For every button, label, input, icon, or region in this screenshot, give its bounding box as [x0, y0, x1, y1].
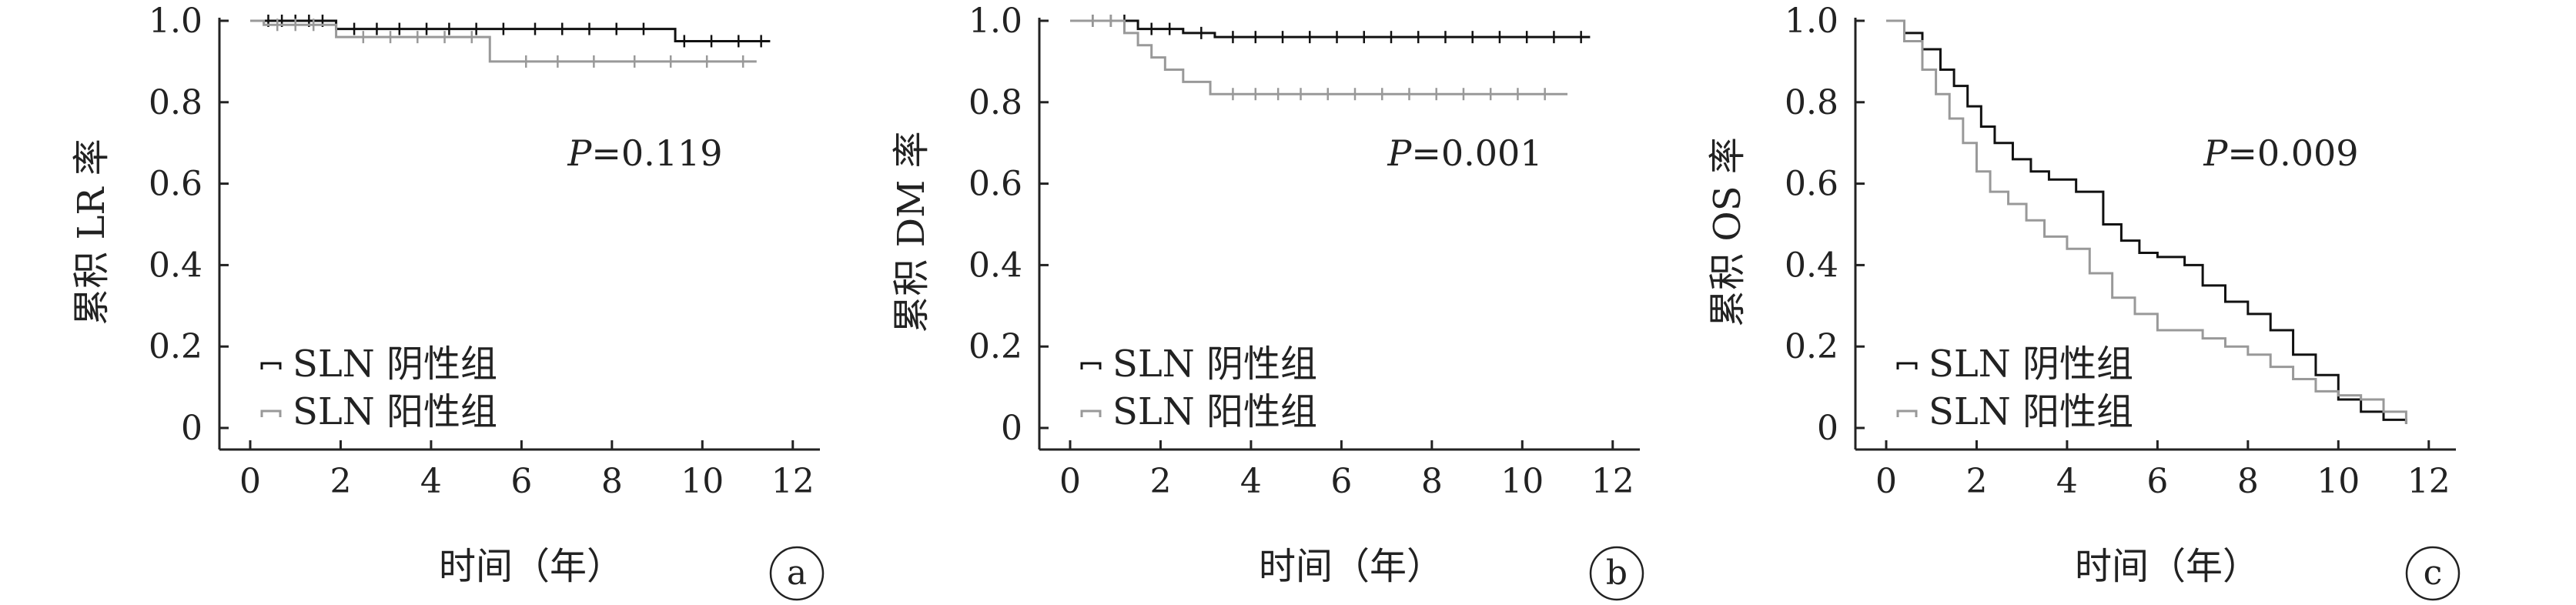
p-value-italic: P	[1387, 132, 1412, 174]
x-tick-label: 8	[1421, 462, 1443, 501]
y-tick-label: 1.0	[1785, 2, 1838, 41]
p-value-number: =0.001	[1411, 132, 1542, 174]
y-axis-title: 累积 DM 率	[890, 131, 933, 333]
legend-swatch-negative	[260, 362, 282, 369]
p-value-italic: P	[567, 132, 592, 174]
x-tick-label: 8	[2237, 462, 2259, 501]
x-tick-label: 10	[681, 462, 724, 501]
p-value-annotation: P=0.001	[1387, 132, 1542, 174]
p-value-number: =0.009	[2227, 132, 2358, 174]
x-tick-label: 8	[601, 462, 623, 501]
y-tick-label: 1.0	[149, 2, 202, 41]
y-tick-label: 0.2	[1785, 327, 1838, 366]
y-tick-label: 0.8	[1785, 83, 1838, 122]
panel-c: 0 0.2 0.4 0.6 0.8 1.0 0 2 4 6 8 10 12 时间（年） 累积 OS 率 SLN…	[1706, 2, 2461, 601]
x-tick-label: 12	[2407, 462, 2451, 501]
legend-label-positive: SLN 阳性组	[293, 390, 497, 433]
panel-letter-circle	[1589, 546, 1644, 601]
legend-label-negative: SLN 阴性组	[1112, 343, 1317, 386]
x-tick-label: 6	[510, 462, 532, 501]
y-tick-label: 0.2	[149, 327, 202, 366]
km-curve-negative	[1886, 19, 2407, 424]
y-tick-label: 0.4	[149, 246, 202, 285]
x-tick-label: 4	[420, 462, 442, 501]
x-tick-label: 10	[1500, 462, 1544, 501]
x-tick-label: 2	[1965, 462, 1987, 501]
y-tick-label: 0.4	[1785, 246, 1838, 285]
panel-a: 0 0.2 0.4 0.6 0.8 1.0 0 2 4 6 8 10 12 时间（年） 累积 LR 率 SLN…	[70, 2, 825, 601]
x-tick-label: 10	[2317, 462, 2360, 501]
x-tick-label: 4	[1240, 462, 1262, 501]
y-tick-label: 0.4	[969, 246, 1022, 285]
x-axis-title: 时间（年）	[439, 545, 624, 588]
y-tick-label: 0.6	[969, 165, 1022, 204]
x-axis-title: 时间（年）	[2075, 545, 2260, 588]
y-axis-title: 累积 OS 率	[1706, 137, 1749, 327]
p-value-annotation: P=0.009	[2203, 132, 2358, 174]
legend-swatch-positive	[1080, 409, 1102, 417]
km-curve-positive	[1886, 19, 2407, 424]
panel-letter: c	[2424, 553, 2443, 593]
p-value-number: =0.119	[591, 132, 722, 174]
km-curve-positive	[1070, 19, 1568, 95]
p-value-annotation: P=0.119	[567, 132, 722, 174]
panel-letter-circle	[769, 546, 825, 601]
x-tick-label: 6	[1330, 462, 1352, 501]
y-tick-label: 1.0	[969, 2, 1022, 41]
p-value-italic: P	[2203, 132, 2228, 174]
y-tick-label: 0.2	[969, 327, 1022, 366]
legend-swatch-positive	[1896, 409, 1918, 417]
x-tick-label: 2	[1149, 462, 1171, 501]
x-tick-label: 6	[2146, 462, 2168, 501]
x-tick-label: 0	[239, 462, 261, 501]
km-curve-negative	[1070, 19, 1591, 38]
legend-swatch-negative	[1896, 362, 1918, 369]
panel-letter-circle	[2405, 546, 2461, 601]
x-tick-label: 12	[771, 462, 815, 501]
legend-label-positive: SLN 阳性组	[1929, 390, 2133, 433]
y-tick-label: 0.8	[149, 83, 202, 122]
legend-swatch-positive	[260, 409, 282, 417]
y-tick-label: 0.6	[149, 165, 202, 204]
x-tick-label: 12	[1591, 462, 1634, 501]
x-axis-title: 时间（年）	[1259, 545, 1444, 588]
y-tick-label: 0	[1817, 409, 1838, 448]
legend-label-positive: SLN 阳性组	[1112, 390, 1317, 433]
x-tick-label: 0	[1059, 462, 1081, 501]
panel-letter: b	[1606, 553, 1628, 593]
y-tick-label: 0	[1001, 409, 1022, 448]
km-curve-positive	[250, 19, 757, 63]
x-tick-label: 4	[2056, 462, 2078, 501]
y-tick-label: 0.8	[969, 83, 1022, 122]
panel-letter: a	[787, 553, 807, 593]
y-tick-label: 0.6	[1785, 165, 1838, 204]
x-tick-label: 2	[330, 462, 351, 501]
y-axis-title: 累积 LR 率	[70, 139, 113, 326]
legend-label-negative: SLN 阴性组	[293, 343, 497, 386]
x-tick-label: 0	[1875, 462, 1897, 501]
y-tick-label: 0	[181, 409, 202, 448]
panel-b: 0 0.2 0.4 0.6 0.8 1.0 0 2 4 6 8 10 12 时间（年） 累积 DM 率 SLN…	[890, 2, 1644, 601]
legend-swatch-negative	[1080, 362, 1102, 369]
legend-label-negative: SLN 阴性组	[1929, 343, 2133, 386]
